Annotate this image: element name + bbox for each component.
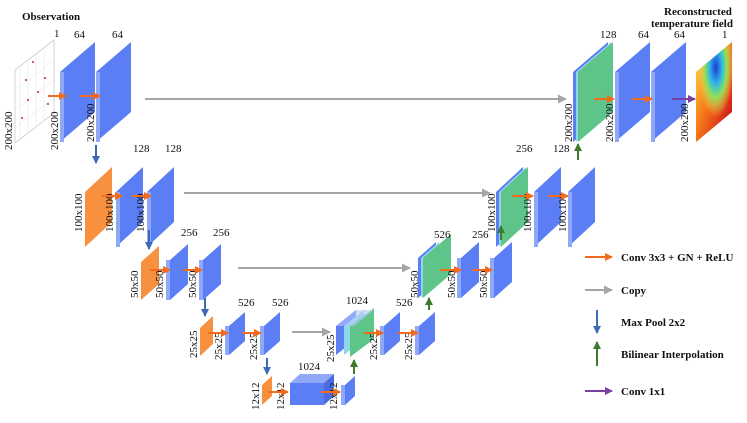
concat-block-dec2 [496,167,528,247]
channel-label-dec1concat: 128 [600,29,617,41]
size-label-enc1b: 200x200 [85,103,97,142]
feature-block-dec3b [490,242,512,298]
pool-block-level2 [85,167,112,247]
size-label-pool5: 12x12 [250,383,262,411]
observation-plane [14,39,55,144]
size-label-pool3: 50x50 [129,270,141,298]
size-label-up5: 12x12 [328,383,340,411]
feature-block-enc4b [260,312,280,355]
size-label-dec1a: 200x200 [604,103,616,142]
channel-label-dec1b: 64 [674,29,686,41]
size-label-enc1a: 200x200 [49,111,61,150]
channel-label-enc3b: 256 [213,227,230,239]
size-label-bottleneck: 12x12 [275,383,287,411]
channel-label-dec3a: 256 [472,229,489,241]
size-label-pool2: 100x100 [73,193,85,232]
output-title-line2: temperature field [651,18,733,30]
legend-copy-label: Copy [621,285,647,297]
channel-label-enc3a: 256 [181,227,198,239]
channel-label-enc1a: 64 [74,29,86,41]
size-label-dec4concat: 25x25 [325,334,337,362]
size-label-dec4a: 25x25 [368,332,380,360]
channel-label-dec3concat: 526 [434,229,451,241]
legend-conv-label: Conv 3x3 + GN + ReLU [621,252,734,264]
size-label-dec4b: 25x25 [403,332,415,360]
pool-block-level5 [262,376,272,405]
channel-label-enc4b: 526 [272,297,289,309]
feature-block-dec2b [568,167,595,247]
legend-interp-label: Bilinear Interpolation [621,349,724,361]
size-label-enc4b: 25x25 [248,332,260,360]
channel-label-output: 1 [722,29,728,41]
channel-label-dec1a: 64 [638,29,650,41]
feature-block-up5 [341,376,355,405]
pool-block-level4 [200,316,213,356]
size-label-dec2a: 100x100 [522,193,534,232]
size-label-enc2a: 100x100 [104,193,116,232]
temperature-field-output [696,42,732,142]
channel-label-enc1b: 64 [112,29,124,41]
size-label-dec2b: 100x100 [557,193,569,232]
size-label-dec3concat: 50x50 [409,270,421,298]
size-label-input: 200x200 [3,111,15,150]
size-label-dec3a: 50x50 [446,270,458,298]
feature-block-enc2a [116,167,143,247]
channel-label-enc4a: 526 [238,297,255,309]
channel-label-dec2a: 128 [553,143,570,155]
size-label-dec1concat: 200x200 [563,103,575,142]
size-label-dec1b: 200x200 [679,103,691,142]
feature-block-enc1b [96,42,131,142]
size-label-dec2concat: 100x100 [486,193,498,232]
concat-block-dec3 [418,234,451,298]
pool-block-level3 [141,246,159,300]
legend-pool-label: Max Pool 2x2 [621,317,686,329]
channel-label-dec2concat: 256 [516,143,533,155]
size-label-enc3b: 50x50 [187,270,199,298]
concat-block-dec4 [336,308,374,357]
legend: Conv 3x3 + GN + ReLU Copy Max Pool 2x2 B… [585,252,734,398]
channel-label-input: 1 [54,28,60,40]
observation-title: Observation [22,11,80,23]
feature-block-enc2b [147,167,174,247]
size-label-dec3b: 50x50 [478,270,490,298]
channel-label-dec4a: 526 [396,297,413,309]
concat-block-dec1 [573,42,613,142]
legend-conv1-label: Conv 1x1 [621,386,665,398]
feature-block-dec1b [651,42,686,142]
size-label-enc2b: 100x100 [135,193,147,232]
output-title-line1: Reconstructed [664,6,732,18]
feature-block-enc3b [199,244,221,300]
size-label-enc4a: 25x25 [213,332,225,360]
feature-block-enc1a [60,42,95,142]
feature-block-enc3a [166,244,188,300]
feature-block-dec2a [534,167,561,247]
size-label-enc3a: 50x50 [154,270,166,298]
channel-label-enc2b: 128 [165,143,182,155]
feature-block-bottleneck [290,374,334,405]
size-label-pool4: 25x25 [188,330,200,358]
channel-label-enc2a: 128 [133,143,150,155]
feature-block-dec1a [615,42,650,142]
channel-label-bottleneck: 1024 [298,361,321,373]
channel-label-dec4concat: 1024 [346,295,369,307]
